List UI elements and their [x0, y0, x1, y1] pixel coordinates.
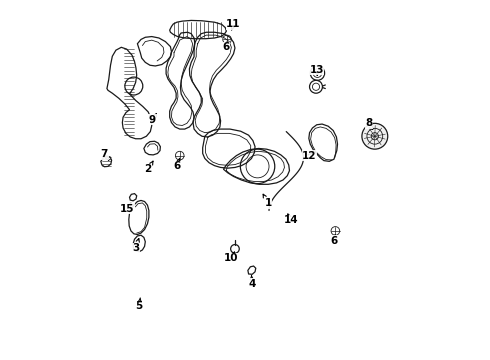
Text: 14: 14	[284, 214, 298, 225]
Text: 7: 7	[101, 149, 109, 160]
Text: 1: 1	[263, 194, 272, 208]
Text: 5: 5	[136, 298, 143, 311]
Text: 4: 4	[248, 276, 256, 289]
Text: 6: 6	[173, 158, 180, 171]
Text: 3: 3	[132, 239, 139, 253]
Text: 12: 12	[302, 150, 317, 161]
Text: 15: 15	[120, 203, 135, 214]
Text: 13: 13	[310, 64, 324, 76]
Text: 10: 10	[224, 252, 239, 263]
Text: 6: 6	[222, 42, 229, 52]
Text: 11: 11	[226, 19, 241, 30]
Circle shape	[362, 123, 388, 149]
Text: 9: 9	[149, 113, 156, 125]
Text: 2: 2	[145, 161, 153, 174]
Text: 8: 8	[365, 118, 373, 130]
Text: 6: 6	[330, 235, 338, 246]
